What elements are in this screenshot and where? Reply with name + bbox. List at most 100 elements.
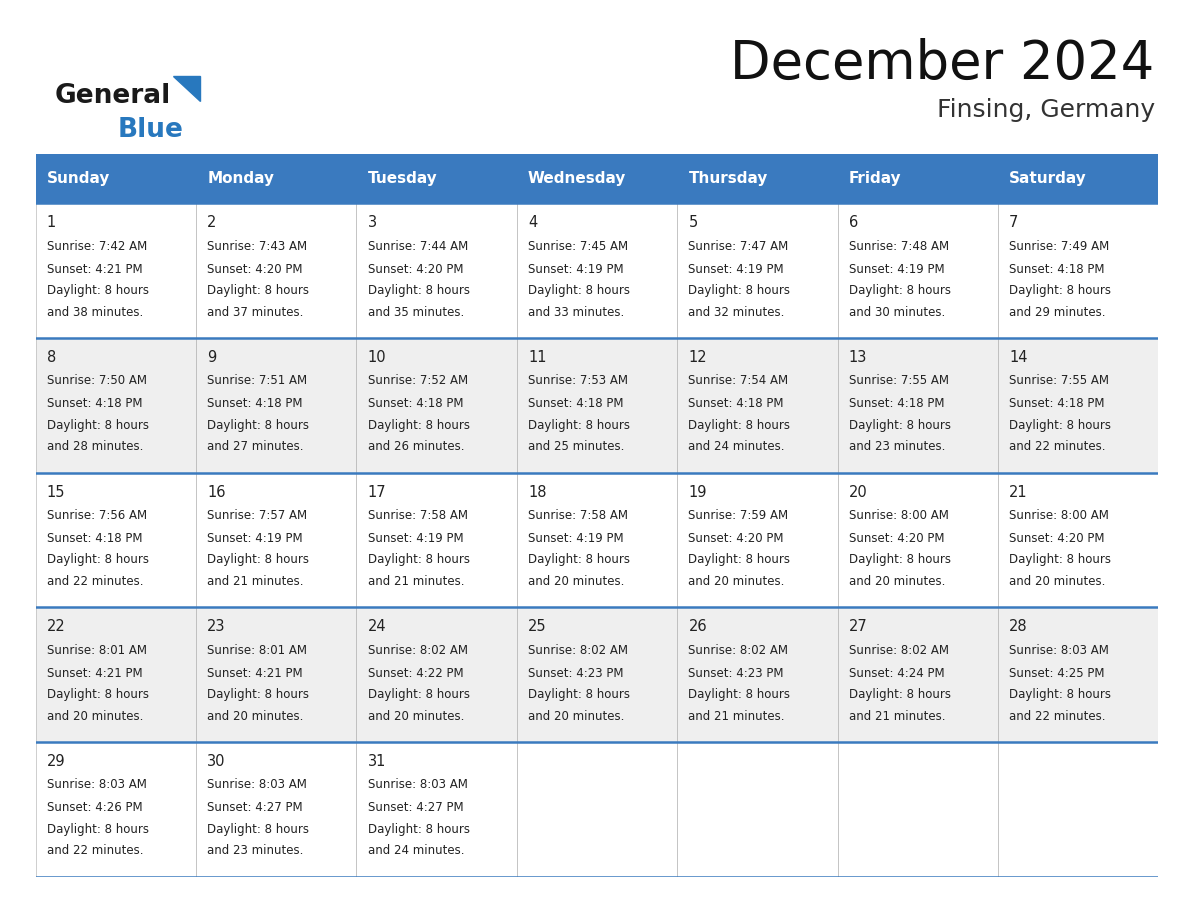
Bar (677, 338, 838, 473)
Text: and 21 minutes.: and 21 minutes. (207, 575, 304, 588)
Text: Daylight: 8 hours: Daylight: 8 hours (688, 554, 790, 566)
Text: Saturday: Saturday (1009, 172, 1087, 186)
Text: Daylight: 8 hours: Daylight: 8 hours (848, 554, 950, 566)
Text: and 20 minutes.: and 20 minutes. (848, 575, 946, 588)
Text: Sunrise: 8:03 AM: Sunrise: 8:03 AM (46, 778, 147, 791)
Text: Sunrise: 7:55 AM: Sunrise: 7:55 AM (848, 375, 949, 387)
Bar (196, 338, 356, 473)
Text: Sunrise: 7:43 AM: Sunrise: 7:43 AM (207, 240, 308, 252)
Text: Sunset: 4:21 PM: Sunset: 4:21 PM (46, 263, 143, 275)
Text: 16: 16 (207, 485, 226, 499)
Text: Sunset: 4:20 PM: Sunset: 4:20 PM (1009, 532, 1105, 545)
Text: Sunset: 4:26 PM: Sunset: 4:26 PM (46, 801, 143, 814)
Text: Sunset: 4:25 PM: Sunset: 4:25 PM (1009, 666, 1105, 679)
Text: 23: 23 (207, 620, 226, 634)
Bar (36, 608, 196, 742)
Text: Sunrise: 7:44 AM: Sunrise: 7:44 AM (367, 240, 468, 252)
Text: Sunrise: 7:55 AM: Sunrise: 7:55 AM (1009, 375, 1110, 387)
Text: Sunset: 4:23 PM: Sunset: 4:23 PM (527, 666, 624, 679)
Text: Sunrise: 7:58 AM: Sunrise: 7:58 AM (527, 509, 628, 522)
Text: and 24 minutes.: and 24 minutes. (688, 441, 785, 453)
Text: Sunrise: 7:51 AM: Sunrise: 7:51 AM (207, 375, 308, 387)
Text: Sunday: Sunday (46, 172, 110, 186)
Bar (517, 204, 677, 338)
Text: and 22 minutes.: and 22 minutes. (1009, 710, 1106, 722)
Bar (36, 338, 196, 473)
Text: 22: 22 (46, 620, 65, 634)
Text: Sunset: 4:18 PM: Sunset: 4:18 PM (46, 397, 143, 410)
Text: 3: 3 (367, 216, 377, 230)
Bar (356, 742, 517, 877)
Text: and 20 minutes.: and 20 minutes. (1009, 575, 1106, 588)
Text: Sunrise: 7:58 AM: Sunrise: 7:58 AM (367, 509, 468, 522)
Text: Sunset: 4:24 PM: Sunset: 4:24 PM (848, 666, 944, 679)
Text: 29: 29 (46, 755, 65, 769)
Text: Daylight: 8 hours: Daylight: 8 hours (46, 823, 148, 835)
Text: 7: 7 (1009, 216, 1018, 230)
Text: and 32 minutes.: and 32 minutes. (688, 306, 785, 319)
Text: Daylight: 8 hours: Daylight: 8 hours (1009, 554, 1111, 566)
Text: Tuesday: Tuesday (367, 172, 437, 186)
Text: Daylight: 8 hours: Daylight: 8 hours (367, 823, 469, 835)
Text: and 22 minutes.: and 22 minutes. (1009, 441, 1106, 453)
Text: Sunrise: 7:53 AM: Sunrise: 7:53 AM (527, 375, 628, 387)
Text: and 22 minutes.: and 22 minutes. (46, 845, 144, 857)
Text: Daylight: 8 hours: Daylight: 8 hours (367, 688, 469, 701)
Text: 24: 24 (367, 620, 386, 634)
Text: Sunrise: 7:42 AM: Sunrise: 7:42 AM (46, 240, 147, 252)
Text: Daylight: 8 hours: Daylight: 8 hours (207, 688, 309, 701)
Text: Sunset: 4:20 PM: Sunset: 4:20 PM (207, 263, 303, 275)
Text: Sunrise: 8:02 AM: Sunrise: 8:02 AM (848, 644, 949, 656)
Text: Sunrise: 7:48 AM: Sunrise: 7:48 AM (848, 240, 949, 252)
Text: 30: 30 (207, 755, 226, 769)
Text: Sunrise: 8:03 AM: Sunrise: 8:03 AM (367, 778, 468, 791)
Text: Daylight: 8 hours: Daylight: 8 hours (848, 688, 950, 701)
Text: 9: 9 (207, 350, 216, 365)
Text: Sunrise: 8:03 AM: Sunrise: 8:03 AM (207, 778, 308, 791)
Text: Daylight: 8 hours: Daylight: 8 hours (848, 285, 950, 297)
Bar (998, 204, 1158, 338)
Text: Sunrise: 8:02 AM: Sunrise: 8:02 AM (367, 644, 468, 656)
Text: Sunset: 4:18 PM: Sunset: 4:18 PM (527, 397, 624, 410)
Text: Daylight: 8 hours: Daylight: 8 hours (688, 688, 790, 701)
Text: Daylight: 8 hours: Daylight: 8 hours (688, 285, 790, 297)
Text: Sunrise: 7:45 AM: Sunrise: 7:45 AM (527, 240, 628, 252)
Text: 11: 11 (527, 350, 546, 365)
Text: 6: 6 (848, 216, 858, 230)
Text: Sunset: 4:18 PM: Sunset: 4:18 PM (1009, 263, 1105, 275)
Bar (36, 742, 196, 877)
Text: and 20 minutes.: and 20 minutes. (367, 710, 465, 722)
Bar (356, 608, 517, 742)
Text: and 24 minutes.: and 24 minutes. (367, 845, 465, 857)
Text: 13: 13 (848, 350, 867, 365)
Text: Daylight: 8 hours: Daylight: 8 hours (367, 554, 469, 566)
Text: 28: 28 (1009, 620, 1028, 634)
Text: and 20 minutes.: and 20 minutes. (207, 710, 304, 722)
Text: Sunrise: 7:54 AM: Sunrise: 7:54 AM (688, 375, 789, 387)
Bar (356, 154, 517, 204)
Text: and 30 minutes.: and 30 minutes. (848, 306, 944, 319)
Text: Sunrise: 8:01 AM: Sunrise: 8:01 AM (207, 644, 308, 656)
Text: and 21 minutes.: and 21 minutes. (688, 710, 785, 722)
Bar (838, 338, 998, 473)
Text: December 2024: December 2024 (731, 39, 1155, 90)
Bar (196, 154, 356, 204)
Text: Daylight: 8 hours: Daylight: 8 hours (46, 285, 148, 297)
Text: Sunrise: 7:47 AM: Sunrise: 7:47 AM (688, 240, 789, 252)
Bar (838, 608, 998, 742)
Text: and 21 minutes.: and 21 minutes. (848, 710, 946, 722)
Text: 18: 18 (527, 485, 546, 499)
Text: Daylight: 8 hours: Daylight: 8 hours (46, 688, 148, 701)
Bar (356, 473, 517, 608)
Text: Daylight: 8 hours: Daylight: 8 hours (46, 419, 148, 431)
Text: 4: 4 (527, 216, 537, 230)
Bar (838, 204, 998, 338)
Text: 2: 2 (207, 216, 216, 230)
Text: Sunset: 4:19 PM: Sunset: 4:19 PM (848, 263, 944, 275)
Text: and 20 minutes.: and 20 minutes. (688, 575, 785, 588)
Bar (356, 204, 517, 338)
Bar (196, 204, 356, 338)
Text: and 37 minutes.: and 37 minutes. (207, 306, 304, 319)
Text: 26: 26 (688, 620, 707, 634)
Text: Sunset: 4:22 PM: Sunset: 4:22 PM (367, 666, 463, 679)
